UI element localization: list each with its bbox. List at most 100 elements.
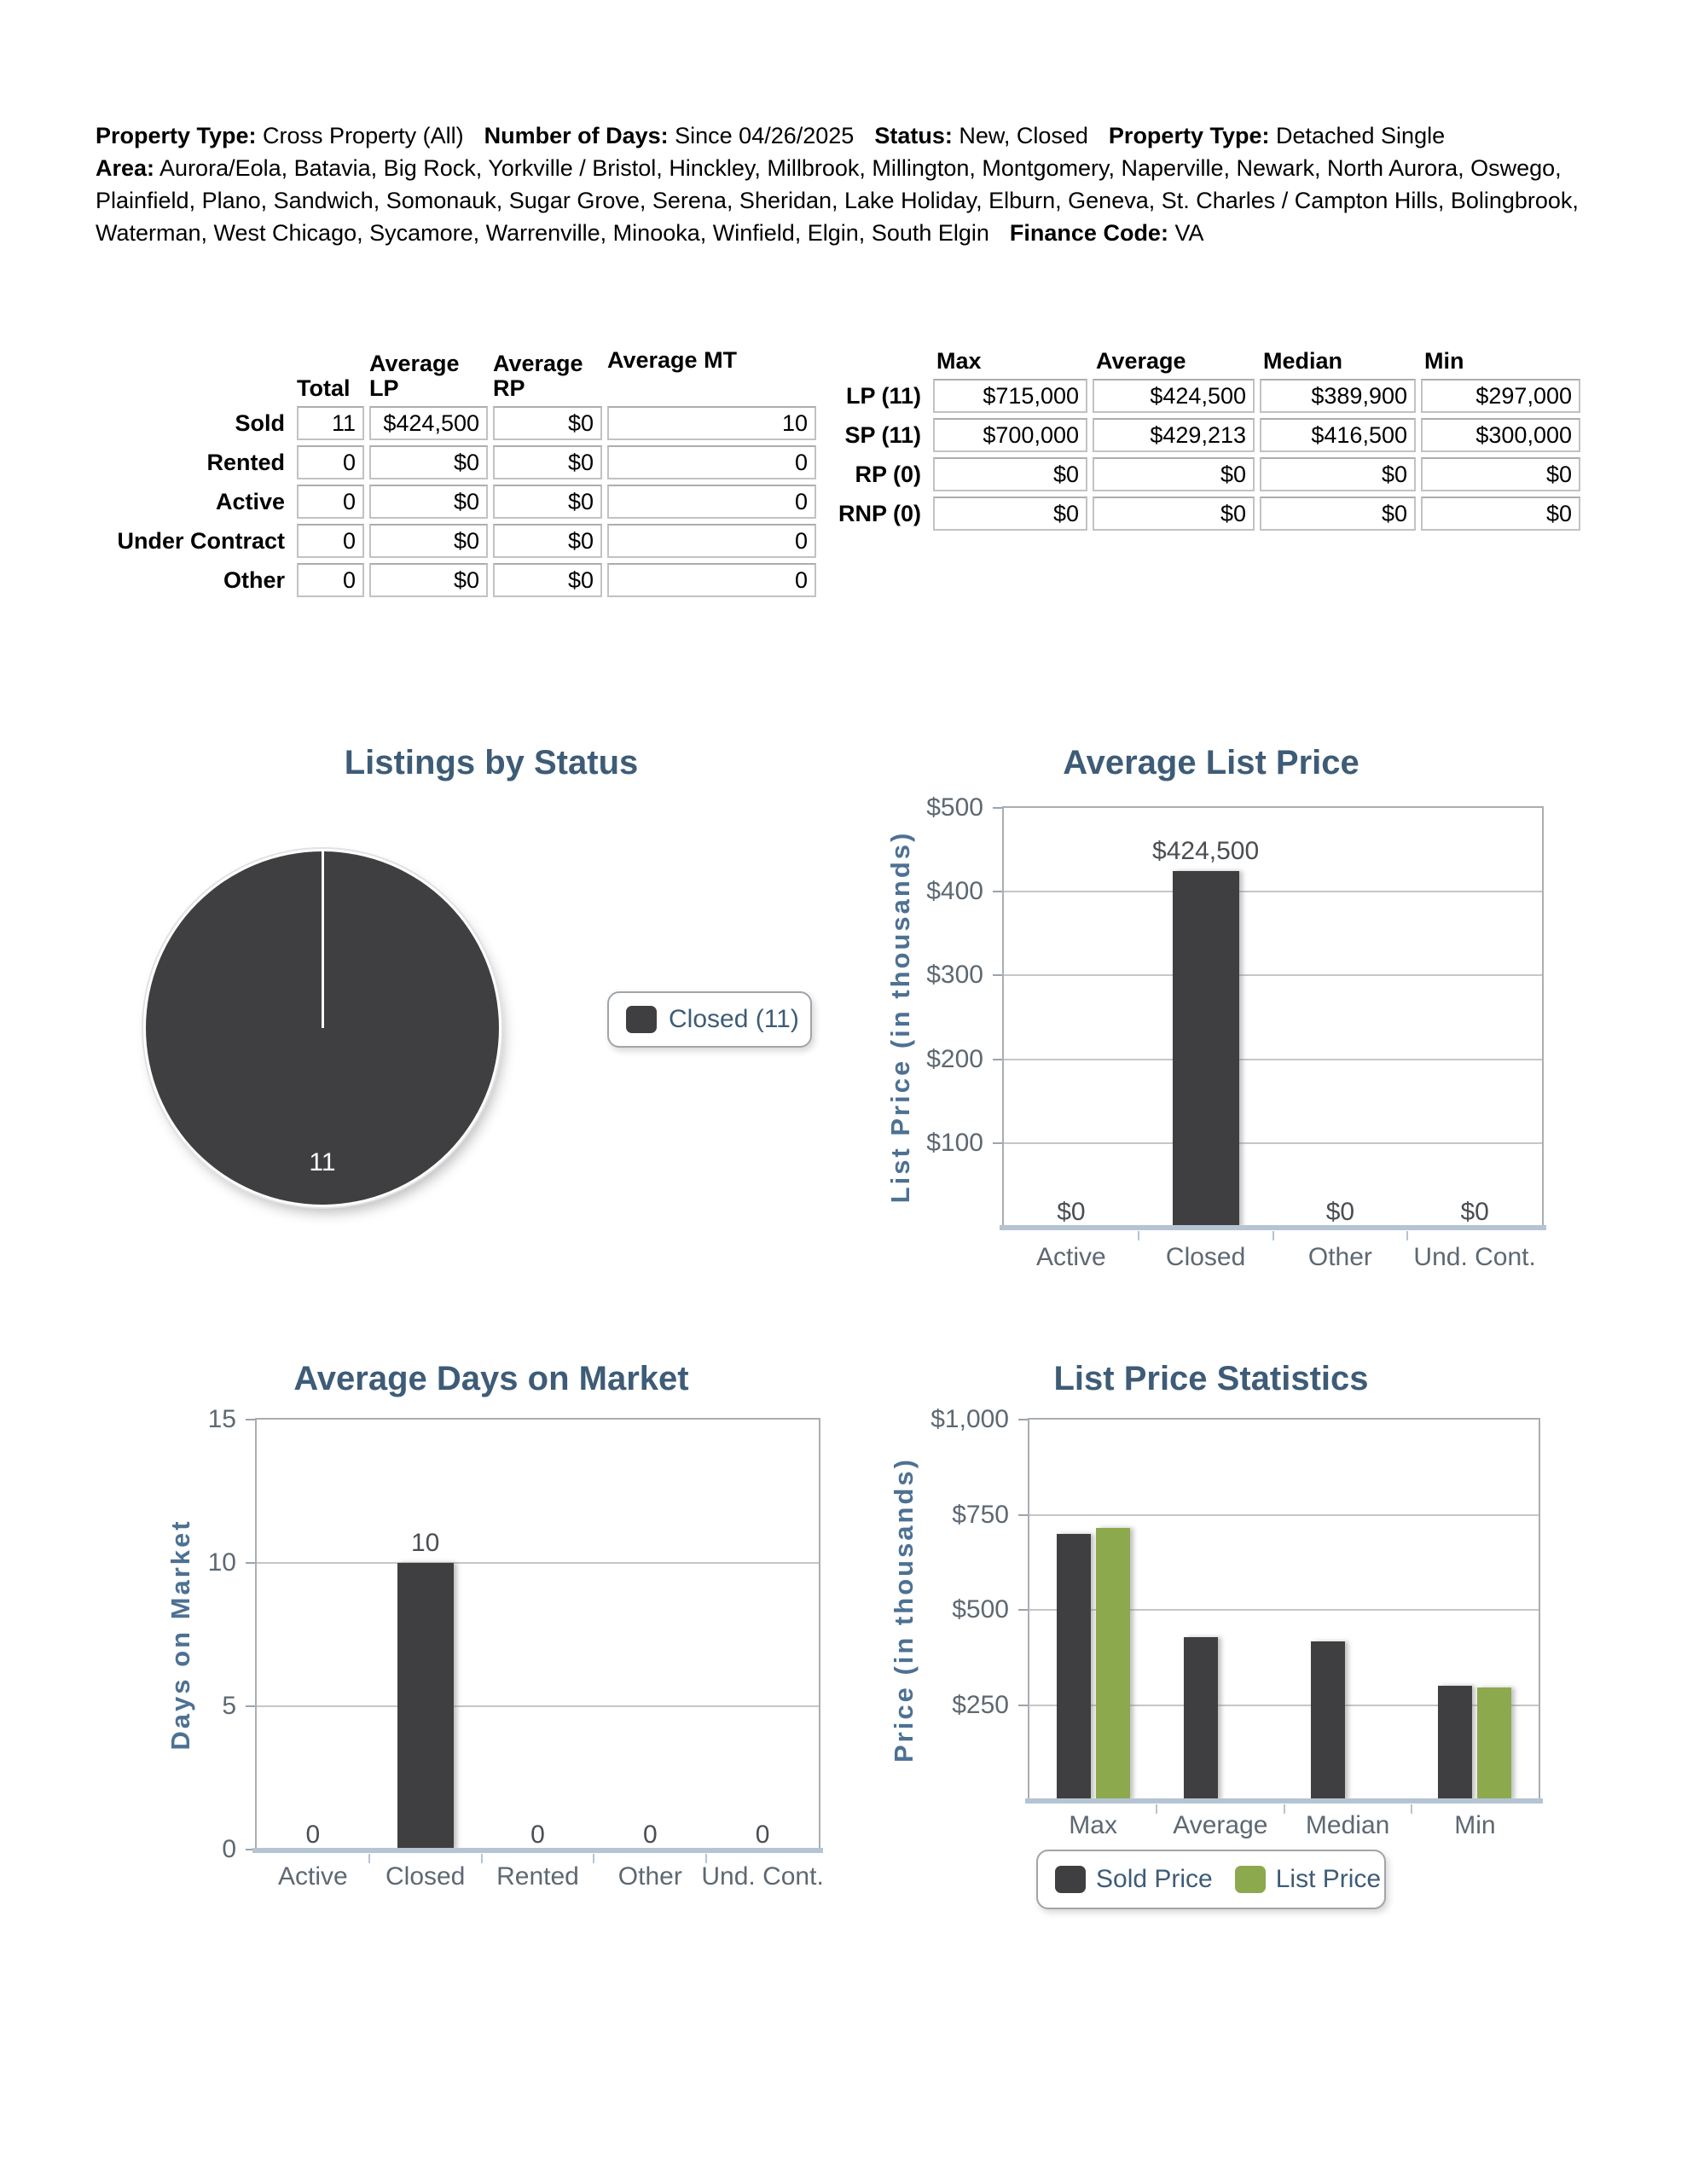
legend-item-list-price: List Price [1234, 1865, 1381, 1894]
stat-cell: $0 [1260, 497, 1416, 531]
stat-cell: $297,000 [1421, 379, 1580, 413]
bar [1311, 1641, 1346, 1800]
row-label: Under Contract [117, 527, 285, 554]
pie-slice-count-label: 11 [309, 1148, 336, 1176]
criteria-segment: Status: New, Closed [874, 123, 1088, 148]
column-header: Total [297, 375, 351, 401]
row-label: RNP (0) [838, 500, 921, 526]
category-label: Closed [385, 1862, 466, 1891]
column-header: Min [1424, 348, 1464, 374]
x-tick-mark [1406, 1231, 1409, 1240]
stat-cell: $0 [493, 563, 602, 597]
pie-slice-divider [321, 851, 324, 1028]
category-label: Active [278, 1862, 348, 1891]
status-summary-table: Total Average LP Average RP Average MT Sold 11 $… [96, 348, 816, 597]
bar [1477, 1687, 1512, 1800]
criteria-label: Property Type: [96, 123, 257, 148]
column-header: Average MT [607, 347, 738, 373]
row-label: Rented [206, 449, 285, 475]
criteria-label: Number of Days: [484, 123, 669, 148]
stat-cell: $0 [1421, 457, 1580, 491]
stat-cell: $0 [1421, 497, 1580, 531]
y-tick-label: 10 [207, 1548, 236, 1577]
criteria-label: Area: [96, 155, 155, 181]
category-label: Und. Cont. [1413, 1243, 1536, 1271]
y-tick-mark [246, 1419, 255, 1420]
header-line: RP [493, 375, 525, 401]
stat-cell: $0 [1093, 497, 1255, 531]
bar-value-label: 0 [305, 1821, 321, 1849]
x-tick-mark [1410, 1804, 1412, 1814]
stat-cell: $300,000 [1421, 418, 1580, 452]
category-label: Rented [496, 1862, 579, 1891]
y-tick-mark [1018, 1419, 1028, 1420]
category-label: Other [617, 1862, 682, 1891]
gridline [257, 1562, 819, 1564]
category-label: Active [1036, 1243, 1106, 1271]
bar-value-label: $424,500 [1152, 837, 1260, 866]
stat-cell: $0 [493, 485, 602, 519]
stat-cell: $0 [933, 457, 1087, 491]
stat-cell: 10 [607, 406, 816, 440]
corner-spacer [840, 348, 928, 374]
criteria-row: Area: Aurora/Eola, Batavia, Big Rock, Yo… [96, 152, 1607, 249]
criteria-segment: Property Type: Cross Property (All) [96, 123, 464, 148]
x-tick-mark [480, 1854, 483, 1863]
y-tick-mark [993, 891, 1002, 893]
listings-by-status-pie: 11 [146, 851, 499, 1205]
stat-cell: 0 [297, 445, 364, 479]
column-header: Median [1263, 348, 1343, 374]
row-label: Active [215, 488, 285, 514]
bar-value-label: $0 [1057, 1198, 1086, 1226]
stat-cell: 0 [297, 524, 364, 558]
gridline [1004, 974, 1542, 977]
stat-cell: $0 [369, 563, 488, 597]
x-tick-mark [1272, 1231, 1274, 1240]
y-tick-label: 5 [222, 1692, 236, 1720]
report-criteria: Property Type: Cross Property (All) Numbe… [96, 119, 1607, 249]
avg-list-price-plot [993, 806, 1546, 1240]
row-label: LP (11) [845, 382, 921, 409]
y-tick-label: $200 [926, 1044, 983, 1073]
x-tick-mark [368, 1854, 370, 1863]
bar-value-label: $0 [1460, 1198, 1489, 1226]
y-tick-mark [246, 1705, 255, 1707]
bar [1172, 871, 1239, 1227]
stat-cell: $0 [1260, 457, 1416, 491]
price-summary-table: Max Average Median Min LP (11) $715,000 $424,5… [838, 348, 1580, 531]
stat-cell: $389,900 [1260, 379, 1416, 413]
row-label: SP (11) [844, 421, 921, 448]
x-tick-mark [705, 1854, 708, 1863]
y-tick-label: 15 [207, 1405, 236, 1433]
criteria-label: Status: [874, 123, 953, 148]
column-header: Average [1096, 348, 1186, 374]
stat-cell: $0 [493, 445, 602, 479]
x-axis-line [1000, 1225, 1546, 1230]
bar-value-label: 0 [755, 1821, 770, 1849]
y-tick-mark [993, 807, 1002, 809]
stat-cell: $700,000 [933, 418, 1087, 452]
y-tick-label: $100 [926, 1128, 983, 1157]
criteria-label: Property Type: [1108, 123, 1270, 148]
bar [1095, 1528, 1130, 1800]
column-header: Average LP [369, 348, 488, 401]
y-tick-mark [246, 1562, 255, 1564]
stat-cell: $715,000 [933, 379, 1087, 413]
criteria-segment: Area: Aurora/Eola, Batavia, Big Rock, Yo… [96, 155, 1579, 246]
y-tick-label: $250 [952, 1690, 1009, 1719]
avg-days-on-market-yaxis-label: Days on Market [165, 1519, 195, 1751]
stat-cell: 0 [607, 563, 816, 597]
x-tick-mark [1283, 1804, 1285, 1814]
gridline [1029, 1513, 1539, 1516]
pie-legend: Closed (11) [607, 991, 812, 1048]
y-tick-mark [1018, 1704, 1028, 1706]
row-label: Other [223, 566, 285, 593]
category-label: Max [1069, 1811, 1117, 1839]
gridline [1029, 1609, 1539, 1611]
y-tick-label: 0 [222, 1835, 236, 1863]
avg-list-price-yaxis-label: List Price (in thousands) [885, 830, 915, 1204]
y-tick-label: $300 [926, 961, 983, 990]
stat-cell: $0 [933, 497, 1087, 531]
gridline [1029, 1704, 1539, 1706]
stat-cell: $424,500 [1093, 379, 1255, 413]
